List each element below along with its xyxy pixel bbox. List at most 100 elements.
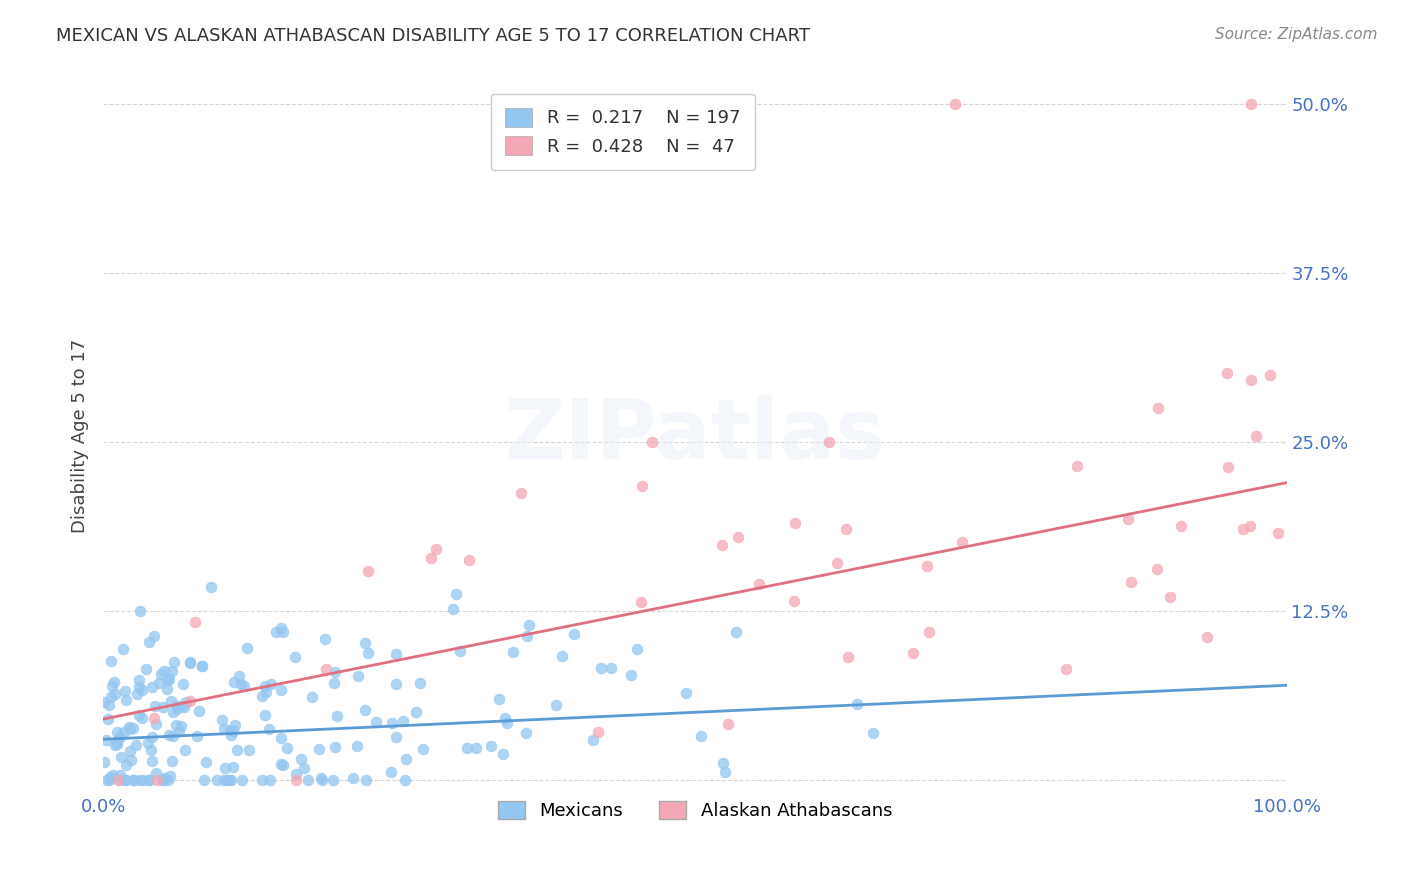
- Point: [93, 755, 115, 769]
- Point: [311, 772, 333, 787]
- Point: [114, 772, 136, 787]
- Point: [1232, 522, 1254, 536]
- Point: [591, 661, 613, 675]
- Point: [128, 707, 150, 722]
- Point: [346, 669, 368, 683]
- Point: [405, 706, 427, 720]
- Point: [176, 695, 198, 709]
- Point: [862, 726, 884, 740]
- Point: [412, 742, 434, 756]
- Point: [166, 702, 188, 716]
- Point: [488, 692, 510, 706]
- Point: [1195, 630, 1218, 644]
- Point: [717, 716, 740, 731]
- Point: [845, 698, 868, 712]
- Point: [1216, 460, 1239, 475]
- Point: [825, 556, 848, 570]
- Point: [950, 534, 973, 549]
- Point: [464, 741, 486, 756]
- Point: [114, 757, 136, 772]
- Point: [818, 435, 841, 450]
- Point: [551, 648, 574, 663]
- Point: [159, 769, 181, 783]
- Point: [270, 757, 292, 772]
- Point: [1267, 525, 1289, 540]
- Point: [626, 642, 648, 657]
- Point: [103, 675, 125, 690]
- Point: [131, 772, 153, 787]
- Point: [124, 772, 146, 787]
- Point: [260, 677, 283, 691]
- Point: [153, 771, 176, 785]
- Point: [496, 716, 519, 731]
- Point: [675, 686, 697, 700]
- Point: [108, 731, 131, 745]
- Point: [254, 685, 277, 699]
- Point: [228, 668, 250, 682]
- Point: [903, 646, 925, 660]
- Point: [98, 698, 121, 712]
- Point: [128, 772, 150, 787]
- Point: [231, 772, 253, 787]
- Point: [232, 679, 254, 693]
- Point: [114, 772, 136, 787]
- Point: [93, 695, 115, 709]
- Point: [173, 743, 195, 757]
- Point: [837, 649, 859, 664]
- Point: [141, 754, 163, 768]
- Point: [711, 756, 734, 770]
- Point: [284, 772, 307, 787]
- Point: [1146, 401, 1168, 415]
- Point: [128, 673, 150, 687]
- Point: [420, 550, 443, 565]
- Point: [120, 753, 142, 767]
- Point: [97, 772, 120, 787]
- Point: [138, 772, 160, 787]
- Point: [170, 719, 193, 733]
- Point: [322, 772, 344, 787]
- Point: [166, 698, 188, 713]
- Point: [217, 772, 239, 787]
- Point: [94, 732, 117, 747]
- Point: [620, 668, 643, 682]
- Point: [101, 768, 124, 782]
- Point: [143, 629, 166, 643]
- Point: [1170, 518, 1192, 533]
- Point: [214, 722, 236, 736]
- Point: [380, 765, 402, 780]
- Point: [1216, 366, 1239, 380]
- Point: [141, 731, 163, 745]
- Point: [104, 687, 127, 701]
- Point: [1240, 373, 1263, 387]
- Point: [308, 741, 330, 756]
- Point: [195, 756, 218, 770]
- Point: [141, 743, 163, 757]
- Point: [631, 478, 654, 492]
- Point: [392, 714, 415, 729]
- Point: [238, 743, 260, 757]
- Point: [100, 679, 122, 693]
- Point: [146, 772, 169, 787]
- Point: [384, 730, 406, 744]
- Text: MEXICAN VS ALASKAN ATHABASCAN DISABILITY AGE 5 TO 17 CORRELATION CHART: MEXICAN VS ALASKAN ATHABASCAN DISABILITY…: [56, 27, 810, 45]
- Point: [586, 725, 609, 739]
- Point: [600, 661, 623, 675]
- Point: [449, 644, 471, 658]
- Point: [254, 679, 277, 693]
- Point: [125, 738, 148, 752]
- Point: [148, 676, 170, 690]
- Point: [200, 580, 222, 594]
- Point: [323, 739, 346, 754]
- Point: [252, 772, 274, 787]
- Point: [381, 715, 404, 730]
- Point: [266, 624, 288, 639]
- Point: [502, 645, 524, 659]
- Point: [122, 722, 145, 736]
- Point: [783, 594, 806, 608]
- Point: [152, 699, 174, 714]
- Point: [138, 634, 160, 648]
- Point: [346, 739, 368, 753]
- Point: [131, 711, 153, 725]
- Point: [156, 772, 179, 787]
- Point: [323, 665, 346, 679]
